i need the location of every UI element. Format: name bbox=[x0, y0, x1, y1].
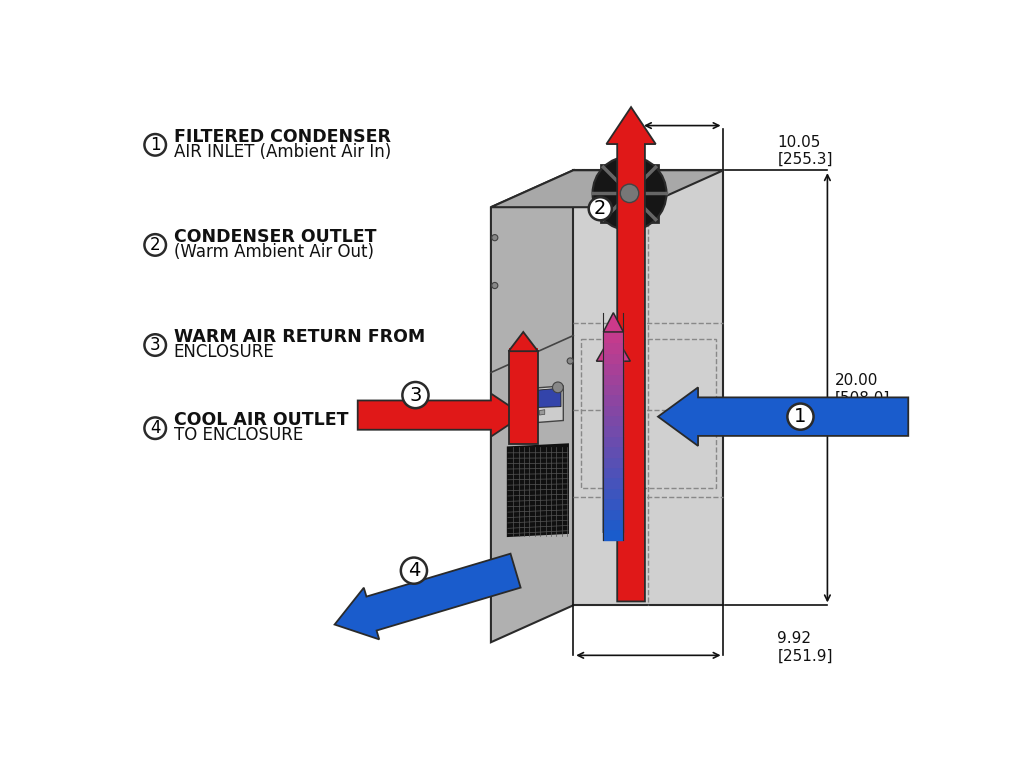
Text: 9.92
[251.9]: 9.92 [251.9] bbox=[777, 632, 833, 664]
Circle shape bbox=[144, 417, 166, 439]
Circle shape bbox=[400, 558, 427, 584]
Polygon shape bbox=[531, 409, 538, 415]
Text: AIR INLET (Ambient Air In): AIR INLET (Ambient Air In) bbox=[174, 143, 391, 161]
Polygon shape bbox=[335, 554, 520, 639]
Polygon shape bbox=[357, 393, 523, 437]
Text: 3: 3 bbox=[150, 336, 161, 354]
Polygon shape bbox=[658, 388, 908, 446]
Polygon shape bbox=[515, 388, 561, 408]
Text: 10.05
[255.3]: 10.05 [255.3] bbox=[777, 134, 833, 167]
Circle shape bbox=[144, 234, 166, 256]
Polygon shape bbox=[509, 332, 538, 351]
Circle shape bbox=[492, 282, 498, 288]
Circle shape bbox=[515, 416, 519, 421]
Polygon shape bbox=[603, 471, 624, 540]
Text: CONDENSER OUTLET: CONDENSER OUTLET bbox=[174, 228, 376, 246]
Text: TO ENCLOSURE: TO ENCLOSURE bbox=[174, 426, 303, 444]
Polygon shape bbox=[513, 386, 563, 424]
Text: ENCLOSURE: ENCLOSURE bbox=[174, 343, 274, 361]
Circle shape bbox=[522, 416, 527, 421]
Polygon shape bbox=[540, 409, 545, 415]
Circle shape bbox=[787, 403, 813, 430]
Circle shape bbox=[144, 134, 166, 155]
Polygon shape bbox=[490, 170, 573, 643]
Polygon shape bbox=[508, 444, 568, 536]
Circle shape bbox=[492, 235, 498, 241]
Polygon shape bbox=[573, 170, 724, 605]
Text: 20.00
[508.0]: 20.00 [508.0] bbox=[836, 374, 891, 406]
Text: 4: 4 bbox=[150, 419, 161, 437]
Circle shape bbox=[589, 197, 611, 221]
Text: 2: 2 bbox=[150, 236, 161, 254]
Text: FILTERED CONDENSER: FILTERED CONDENSER bbox=[174, 128, 391, 146]
Text: COOL AIR OUTLET: COOL AIR OUTLET bbox=[174, 412, 348, 430]
Polygon shape bbox=[601, 165, 657, 221]
Circle shape bbox=[621, 184, 639, 203]
Polygon shape bbox=[516, 409, 521, 415]
Circle shape bbox=[144, 334, 166, 356]
Polygon shape bbox=[603, 312, 624, 332]
Text: (Warm Ambient Air Out): (Warm Ambient Air Out) bbox=[174, 243, 374, 261]
Polygon shape bbox=[490, 170, 724, 207]
Circle shape bbox=[593, 156, 667, 230]
Polygon shape bbox=[509, 347, 538, 444]
Text: 1: 1 bbox=[795, 407, 807, 426]
Polygon shape bbox=[509, 351, 538, 444]
Circle shape bbox=[567, 358, 573, 364]
Circle shape bbox=[402, 382, 429, 408]
Circle shape bbox=[553, 382, 563, 392]
Text: 4: 4 bbox=[408, 561, 420, 580]
Polygon shape bbox=[606, 107, 655, 601]
Text: 1: 1 bbox=[150, 136, 161, 154]
Text: 2: 2 bbox=[594, 199, 606, 218]
Polygon shape bbox=[524, 409, 529, 415]
Polygon shape bbox=[596, 332, 631, 532]
Text: 3: 3 bbox=[410, 385, 422, 405]
Text: WARM AIR RETURN FROM: WARM AIR RETURN FROM bbox=[174, 329, 425, 347]
